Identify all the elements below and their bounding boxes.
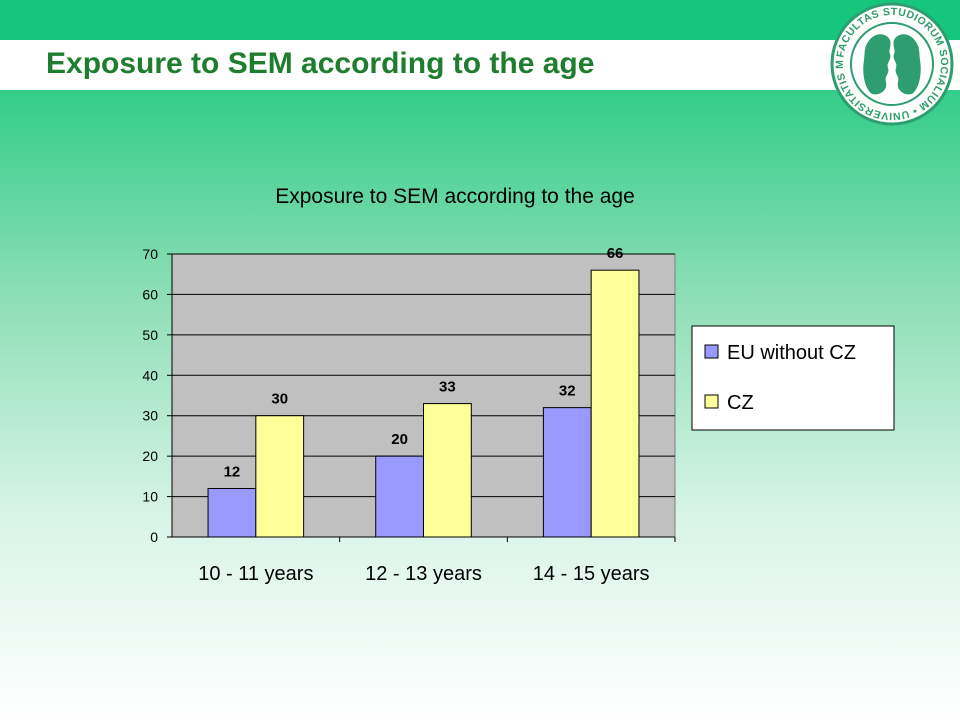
data-labels: 12 30 20 33 32 66: [224, 245, 624, 480]
legend-swatch-cz: [704, 394, 719, 409]
y-tick-label: 70: [142, 246, 158, 262]
y-tick-label: 50: [142, 327, 158, 343]
legend-swatch-eu-without-cz: [704, 344, 719, 359]
bar-eu-without-cz: [375, 455, 424, 538]
y-tick-label: 60: [142, 286, 158, 302]
bar-cz: [423, 403, 472, 538]
bar-eu-without-cz: [207, 487, 257, 538]
y-tick-label: 20: [142, 448, 158, 464]
x-tick-label: 12 - 13 years: [365, 563, 482, 585]
faculty-seal-logo: FACULTAS STUDIORUM SOCIALIUM • UNIVERSIT…: [830, 2, 954, 126]
title-bar: [0, 40, 960, 90]
bar-cz: [590, 269, 640, 538]
data-label: 20: [391, 431, 408, 448]
y-tick-label: 10: [142, 489, 158, 505]
bar-eu-without-cz: [542, 407, 592, 538]
slide-title: Exposure to SEM according to the age: [46, 47, 595, 80]
data-label: 12: [224, 463, 241, 480]
y-tick-label: 30: [142, 408, 158, 424]
chart-title: Exposure to SEM according to the age: [275, 185, 635, 208]
data-label: 32: [559, 383, 576, 400]
y-tick-label: 40: [142, 367, 158, 383]
top-band: [0, 0, 960, 40]
legend-label: CZ: [727, 392, 754, 414]
x-tick-label: 10 - 11 years: [198, 563, 313, 585]
bars: [207, 269, 640, 538]
legend-box: [691, 325, 895, 431]
y-tick-label: 0: [150, 529, 158, 545]
data-label: 66: [607, 245, 624, 262]
y-axis: 0 10 20 30 40 50 60 70: [142, 246, 173, 545]
x-axis: 10 - 11 years 12 - 13 years 14 - 15 years: [172, 536, 676, 585]
legend: EU without CZ CZ: [691, 325, 895, 431]
bar-cz: [255, 415, 305, 538]
data-label: 30: [271, 391, 288, 408]
data-label: 33: [439, 379, 456, 396]
x-tick-label: 14 - 15 years: [533, 563, 650, 585]
legend-label: EU without CZ: [727, 342, 856, 364]
